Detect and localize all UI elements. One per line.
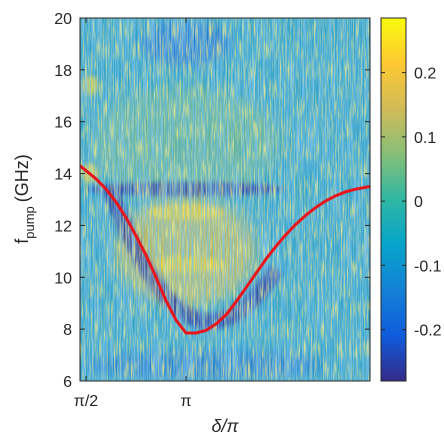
y-axis-label-main: f: [12, 238, 32, 244]
y-tick-label: 14: [54, 167, 72, 184]
colorbar-tick-label: 0.2: [414, 66, 436, 83]
y-tick-label: 16: [54, 115, 72, 132]
y-axis: 6 8 10 12 14 16 18 20: [54, 11, 370, 391]
x-axis: π/2 π: [74, 18, 192, 410]
y-axis-label: fpump (GHz): [12, 154, 37, 244]
y-tick-label: 6: [63, 374, 72, 391]
colorbar-tick-label: 0.1: [414, 130, 436, 147]
y-axis-label-text: fpump (GHz): [12, 154, 37, 244]
y-axis-label-unit: (GHz): [12, 154, 32, 202]
y-tick-label: 18: [54, 63, 72, 80]
colorbar: [381, 18, 406, 381]
y-tick-label: 8: [63, 322, 72, 339]
series-layer: [80, 164, 370, 335]
colorbar-frame: [380, 17, 407, 382]
heatmap-plot-area: [80, 18, 370, 381]
colorbar-tick-label: -0.2: [414, 323, 442, 340]
x-axis-label: δ/π: [211, 416, 239, 436]
y-tick-label: 20: [54, 11, 72, 28]
y-axis-label-sub: pump: [22, 206, 37, 239]
y-tick-label: 12: [54, 218, 72, 235]
x-tick-label: π/2: [74, 393, 98, 410]
colorbar-tick-label: 0: [414, 194, 423, 211]
colorbar-tick-label: -0.1: [414, 258, 442, 275]
colorbar-ticks: 0.2 0.1 0 -0.1 -0.2: [381, 66, 442, 340]
y-tick-label: 10: [54, 270, 72, 287]
series-line: [80, 164, 370, 335]
heatmap-noise-yellow: [80, 18, 370, 381]
plot-frame: [79, 17, 371, 382]
x-tick-label: π: [180, 393, 191, 410]
